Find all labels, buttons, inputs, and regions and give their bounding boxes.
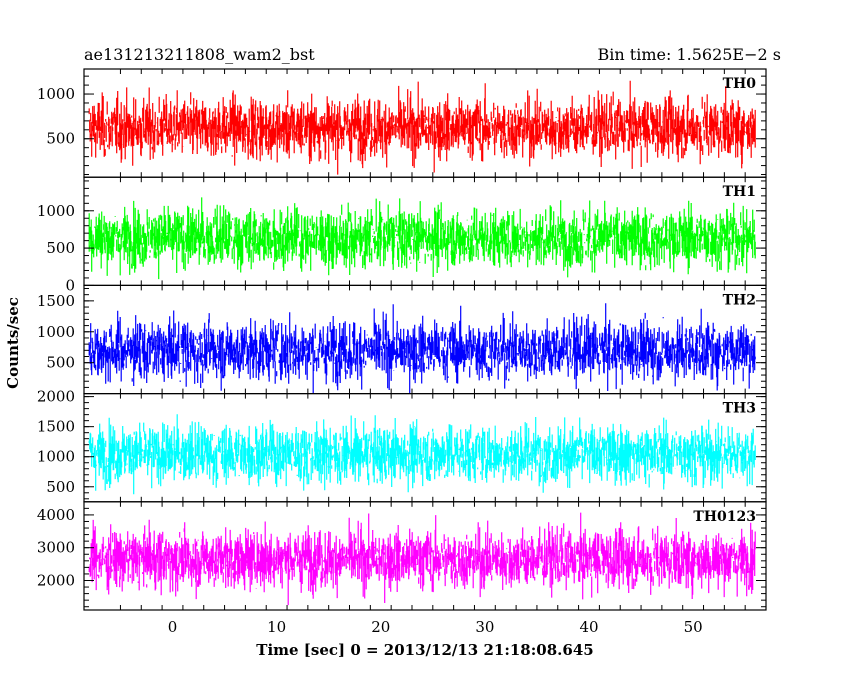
panel-frame (83, 501, 767, 611)
panel-label: TH0 (723, 76, 757, 92)
series-th0123 (88, 512, 756, 606)
y-tick-label: 0 (65, 276, 75, 294)
y-tick-label: 500 (46, 354, 75, 372)
y-tick-label: 1500 (37, 418, 75, 436)
y-tick-label: 500 (46, 239, 75, 257)
x-tick-label: 20 (371, 618, 390, 636)
chart-title: ae131213211808_wam2_bst (84, 45, 315, 64)
y-tick-label: 1000 (37, 323, 75, 341)
x-axis-label: Time [sec] 0 = 2013/12/13 21:18:08.645 (256, 641, 593, 659)
panel-label: TH3 (723, 401, 756, 417)
y-axis-label: Counts/sec (4, 297, 22, 389)
y-tick-label: 1000 (37, 85, 75, 103)
y-tick-label: 3000 (37, 539, 75, 557)
series-th3 (88, 414, 756, 495)
y-tick-label: 1000 (37, 448, 75, 466)
x-tick-label: 0 (168, 618, 178, 636)
x-tick-label: 50 (684, 618, 703, 636)
y-tick-label: 500 (46, 478, 75, 496)
panel-label: TH1 (723, 184, 756, 200)
y-tick-label: 2000 (37, 571, 75, 589)
x-tick-label: 40 (579, 618, 598, 636)
y-tick-label: 1000 (37, 202, 75, 220)
y-tick-label: 500 (46, 130, 75, 148)
x-tick-label: 10 (267, 618, 286, 636)
y-tick-label: 4000 (37, 506, 75, 524)
y-tick-label: 1500 (37, 292, 75, 310)
x-tick-label: 30 (475, 618, 494, 636)
y-tick-label: 2000 (37, 388, 75, 406)
panel-label: TH0123 (693, 509, 756, 525)
series-th0 (88, 80, 756, 175)
series-th2 (88, 303, 756, 394)
series-th1 (88, 197, 756, 280)
bin-time-label: Bin time: 1.5625E−2 s (598, 45, 781, 64)
panel-label: TH2 (723, 292, 756, 308)
